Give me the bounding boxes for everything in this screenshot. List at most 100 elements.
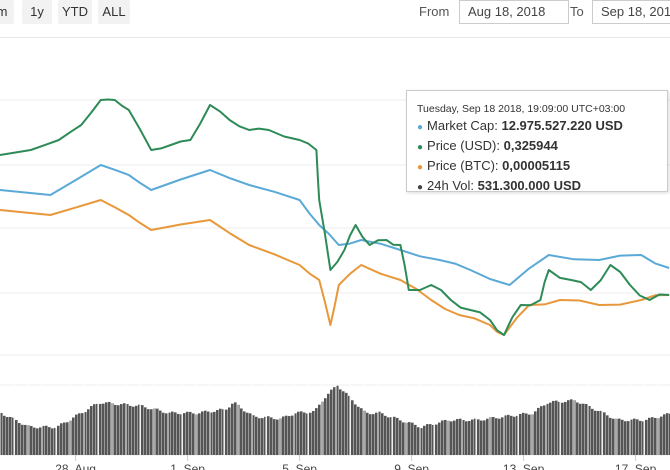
volume-bar (189, 411, 192, 455)
volume-bar (525, 413, 528, 455)
volume-bar (120, 404, 123, 455)
volume-bar (177, 413, 180, 455)
volume-bar (285, 415, 288, 455)
volume-bar (594, 410, 597, 455)
volume-bar (366, 412, 369, 455)
volume-bar (378, 411, 381, 455)
volume-bar (3, 415, 6, 455)
volume-bar (147, 409, 150, 455)
volume-bar (108, 401, 111, 455)
to-date-input[interactable]: Sep 18, 2018 (592, 0, 670, 24)
volume-bar (288, 416, 291, 455)
volume-bar (399, 420, 402, 455)
volume-bar (609, 417, 612, 455)
tooltip-row-price-usd: ● Price (USD): 0,325944 (417, 137, 667, 157)
x-tick-label: 13. Sep (503, 462, 545, 470)
volume-bar (141, 405, 144, 455)
from-label: From (419, 4, 450, 19)
volume-bar (243, 411, 246, 455)
volume-bar (138, 404, 141, 455)
volume-bar (150, 409, 153, 455)
volume-bar (183, 413, 186, 455)
volume-bar (654, 417, 657, 455)
volume-bar (18, 423, 21, 455)
volume-bar (186, 411, 189, 455)
volume-bar (249, 413, 252, 455)
volume-bar (660, 416, 663, 455)
volume-bar (66, 422, 69, 455)
volume-bar (651, 417, 654, 455)
range-button-ytd[interactable]: YTD (58, 0, 92, 24)
volume-bar (210, 412, 213, 455)
volume-bar (351, 400, 354, 455)
volume-bar (426, 424, 429, 455)
volume-bar (342, 391, 345, 455)
volume-bar (75, 414, 78, 455)
volume-bar (456, 419, 459, 455)
volume-bar (228, 407, 231, 455)
volume-bar (642, 421, 645, 455)
volume-bar (477, 419, 480, 455)
volume-bar (411, 422, 414, 455)
volume-bar (318, 404, 321, 455)
volume-bar (105, 402, 108, 455)
volume-bar (264, 416, 267, 455)
volume-bar (453, 420, 456, 455)
volume-bar (327, 393, 330, 455)
volume-bar (39, 427, 42, 455)
x-tick-label: 5. Sep (282, 462, 317, 470)
volume-bar (135, 405, 138, 455)
volume-bar (102, 403, 105, 455)
volume-bar (420, 428, 423, 455)
volume-bar (597, 410, 600, 455)
volume-bar (480, 420, 483, 455)
volume-bar (618, 418, 621, 455)
volume-bar (156, 408, 159, 455)
volume-bar (114, 404, 117, 455)
row-value: 0,325944 (503, 138, 558, 153)
volume-bar (495, 418, 498, 455)
volume-bar (483, 420, 486, 455)
volume-bar (621, 419, 624, 455)
volume-bar (450, 421, 453, 455)
range-button-all[interactable]: ALL (98, 0, 130, 24)
volume-bar (234, 402, 237, 455)
from-date-input[interactable]: Aug 18, 2018 (459, 0, 569, 24)
volume-bar (54, 427, 57, 455)
volume-bar (567, 400, 570, 455)
volume-bar (315, 408, 318, 455)
x-tick-label: 9. Sep (394, 462, 429, 470)
volume-bar (144, 407, 147, 455)
volume-bar (402, 422, 405, 455)
tooltip-row-volume: ● 24h Vol: 531.300.000 USD (417, 177, 667, 197)
to-label: To (570, 4, 584, 19)
volume-bar (306, 413, 309, 455)
volume-bar (324, 398, 327, 455)
volume-bar (15, 419, 18, 455)
volume-bar (300, 411, 303, 455)
volume-bar (396, 417, 399, 455)
series-line-price-usd- (0, 98, 670, 336)
volume-bar (168, 412, 171, 455)
volume-bar (639, 420, 642, 455)
volume-bar (471, 419, 474, 455)
volume-bar (570, 399, 573, 455)
volume-bar (444, 419, 447, 455)
volume-bar (12, 417, 15, 455)
volume-bar (207, 411, 210, 455)
volume-bar (462, 419, 465, 455)
volume-bar (246, 412, 249, 455)
row-label: Price (BTC): (427, 158, 499, 173)
volume-bar (516, 415, 519, 455)
volume-bar (543, 405, 546, 455)
range-button-1y[interactable]: 1y (22, 0, 52, 24)
volume-bar (582, 403, 585, 455)
range-button-m[interactable]: m (0, 0, 14, 24)
volume-bar (336, 385, 339, 455)
row-label: 24h Vol: (427, 178, 475, 193)
volume-bar (240, 408, 243, 455)
volume-bar (222, 409, 225, 455)
volume-bar (270, 417, 273, 455)
volume-bar (93, 404, 96, 455)
